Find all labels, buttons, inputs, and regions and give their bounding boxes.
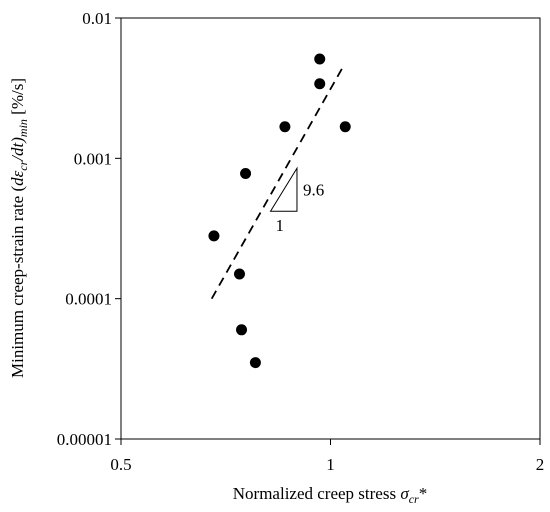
data-point [279,121,291,133]
x-tick-label: 1 [326,455,335,474]
data-point [208,230,220,242]
data-point [240,167,252,179]
slope-triangle [269,166,298,212]
data-point [233,268,245,280]
slope-triangle-group: 9.61 [269,166,324,235]
x-tick-label: 2 [536,455,545,474]
y-axis-label: Minimum creep-strain rate (dεcr/dt)min [… [8,78,30,378]
data-point [339,121,351,133]
y-axis-ticks: 0.00001 0.0001 0.001 0.01 [57,9,121,449]
y-tick-label: 0.00001 [57,430,112,449]
plot-frame [120,17,541,440]
x-tick-label: 0.5 [110,455,131,474]
y-tick-label: 0.001 [74,149,112,168]
data-point [236,324,248,336]
data-point [249,357,261,369]
x-axis-label: Normalized creep stress σcr* [233,484,427,506]
data-point [314,53,326,65]
data-points [208,53,351,369]
x-axis-ticks: 0.5 1 2 [110,439,544,474]
run-label: 1 [275,216,284,235]
slope-label: 9.6 [303,181,324,200]
y-tick-label: 0.0001 [65,290,112,309]
y-tick-label: 0.01 [82,9,112,28]
data-point [314,78,326,90]
